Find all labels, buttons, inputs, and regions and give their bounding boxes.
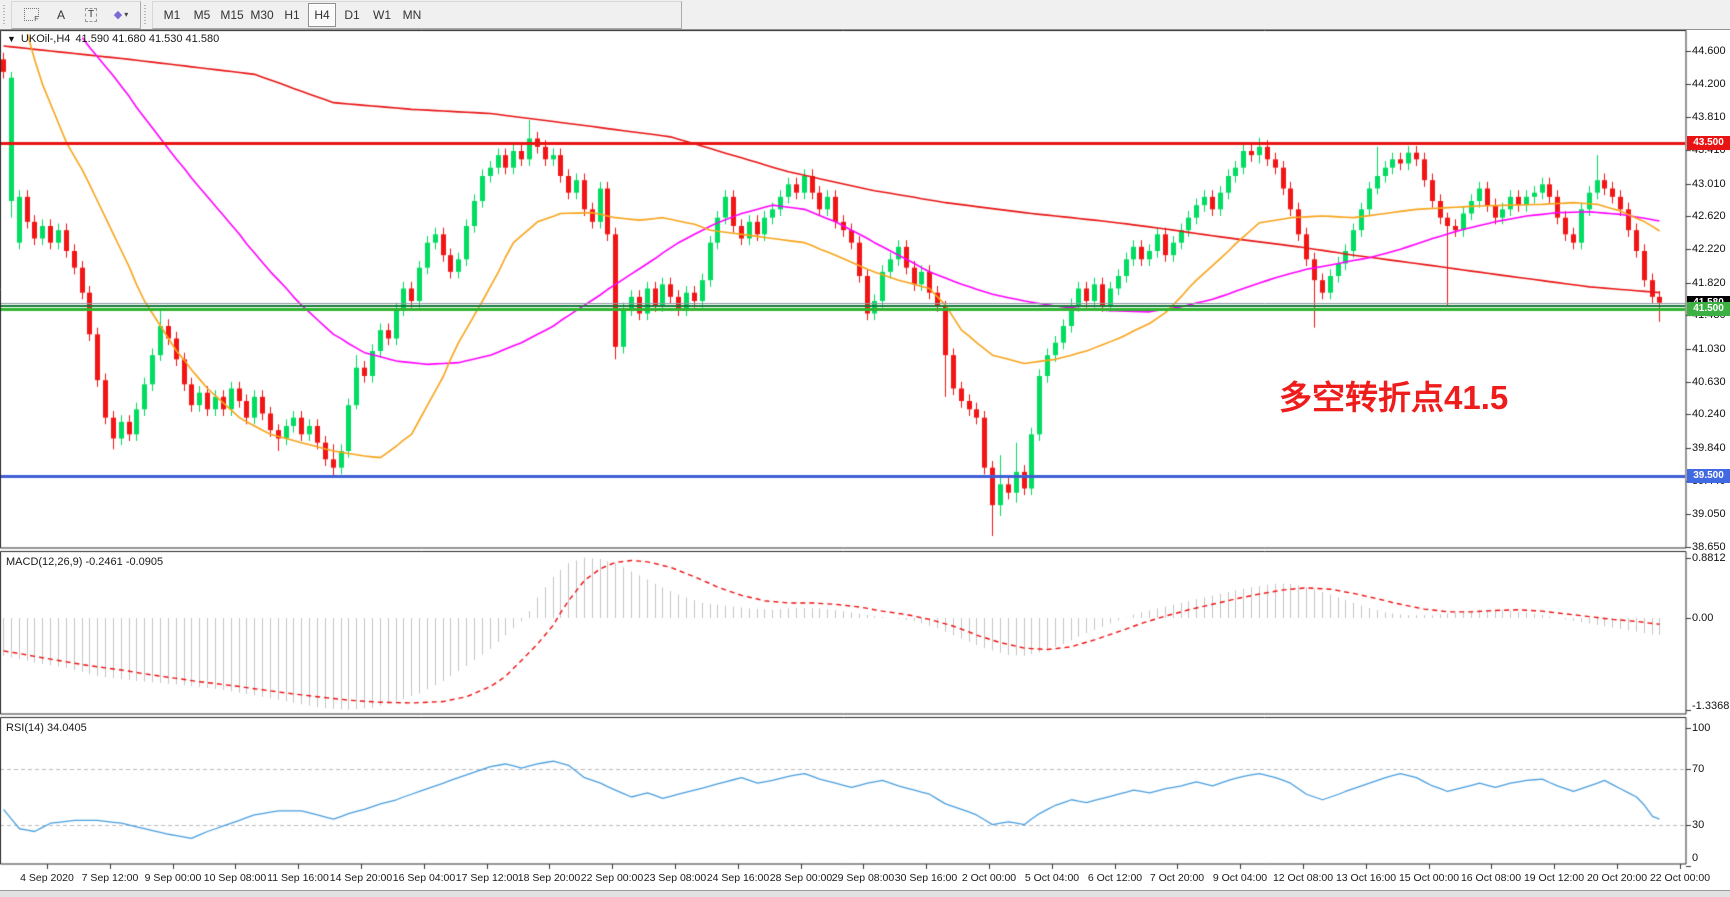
price-tick-label: 44.200 <box>1692 78 1726 91</box>
rsi-indicator-label: RSI(14) 34.0405 <box>6 722 87 734</box>
time-tick-label: 16 Sep 04:00 <box>392 872 456 884</box>
price-tick-label: 40.630 <box>1692 375 1726 388</box>
price-tick-label: 39.840 <box>1692 441 1726 454</box>
timeframe-button-M1[interactable]: M1 <box>163 7 181 22</box>
rsi-tick-label: 70 <box>1692 763 1705 776</box>
time-tick-label: 10 Sep 08:00 <box>203 872 267 884</box>
price-tick-label: 43.810 <box>1692 110 1726 123</box>
time-tick-label: 20 Oct 20:00 <box>1586 872 1648 884</box>
timeframe-button-M30[interactable]: M30 <box>250 7 274 22</box>
time-tick-label: 9 Sep 00:00 <box>144 872 202 884</box>
timeframes-group: M1 M5 M15 M30 H1 H4 D1 W1 MN <box>152 0 682 29</box>
timeframe-button-H4[interactable]: H4 <box>308 2 336 27</box>
price-tick-label: 39.050 <box>1692 507 1726 520</box>
time-tick-label: 17 Sep 12:00 <box>455 872 519 884</box>
symbol-ohlc-values: 41.590 41.680 41.530 41.580 <box>75 33 220 45</box>
toolbar-grip[interactable] <box>3 4 8 25</box>
price-tick-label: 43.010 <box>1692 177 1726 190</box>
timeframe-button-W1[interactable]: W1 <box>373 7 391 22</box>
symbol-ohlc-label: ▼ UKOil-,H4 41.590 41.680 41.530 41.580 <box>7 33 219 45</box>
price-tick-label: 40.240 <box>1692 408 1726 421</box>
time-tick-label: 14 Sep 20:00 <box>329 872 393 884</box>
macd-tick-label: 0.00 <box>1692 612 1714 624</box>
text-label-tool-button[interactable]: A <box>56 7 65 22</box>
time-tick-label: 6 Oct 12:00 <box>1087 872 1143 884</box>
time-tick-label: 11 Sep 16:00 <box>267 872 329 884</box>
time-tick-label: 12 Oct 08:00 <box>1272 872 1334 884</box>
price-tick-label: 42.620 <box>1692 210 1726 222</box>
time-tick-label: 9 Oct 04:00 <box>1212 872 1268 884</box>
time-tick-label: 28 Sep 00:00 <box>769 872 833 884</box>
time-tick-label: 22 Sep 00:00 <box>580 872 644 884</box>
timeframe-button-M5[interactable]: M5 <box>193 7 211 22</box>
price-tick-label: 44.600 <box>1692 45 1726 57</box>
timeframe-button-H1[interactable]: H1 <box>284 7 300 22</box>
shapes-icon: ◆ <box>113 9 123 21</box>
symbol-name: UKOil-,H4 <box>20 33 71 45</box>
macd-indicator-label: MACD(12,26,9) -0.2461 -0.0905 <box>6 556 164 568</box>
window-bottom-strip <box>0 890 1730 897</box>
price-tick-label: 42.220 <box>1692 243 1726 256</box>
time-tick-label: 15 Oct 00:00 <box>1398 872 1460 884</box>
time-tick-label: 22 Oct 00:00 <box>1649 872 1711 884</box>
chevron-down-icon[interactable]: ▼ <box>7 34 16 44</box>
time-tick-label: 7 Sep 12:00 <box>81 872 139 884</box>
rsi-tick-label: 0 <box>1692 852 1699 864</box>
price-badge-41.500: 41.500 <box>1687 302 1730 316</box>
time-tick-label: 7 Oct 20:00 <box>1149 872 1205 884</box>
price-tick-label: 41.030 <box>1692 342 1726 355</box>
time-tick-label: 5 Oct 04:00 <box>1024 872 1080 884</box>
text-box-icon: T <box>84 7 98 22</box>
macd-tick-label: 0.8812 <box>1692 551 1726 564</box>
price-tick-label: 41.820 <box>1692 276 1726 289</box>
time-tick-label: 16 Oct 08:00 <box>1460 872 1522 884</box>
macd-tick-label: -1.3368 <box>1692 700 1730 712</box>
time-tick-label: 29 Sep 08:00 <box>831 872 895 884</box>
chart-text-annotation[interactable]: 多空转折点41.5 <box>1279 379 1509 416</box>
toolbar: F A T ◆ ▾ M1 M5 M15 M30 H1 H4 D1 W1 MN <box>0 0 1730 30</box>
time-tick-label: 4 Sep 2020 <box>20 872 74 884</box>
time-tick-label: 2 Oct 00:00 <box>961 872 1017 884</box>
time-tick-label: 13 Oct 16:00 <box>1335 872 1397 884</box>
price-badge-43.500: 43.500 <box>1687 136 1730 150</box>
time-tick-label: 18 Sep 20:00 <box>517 872 581 884</box>
shapes-tool-button[interactable]: ◆ ▾ <box>107 3 135 27</box>
timeframe-button-D1[interactable]: D1 <box>344 7 360 22</box>
price-tick-label: 38.650 <box>1692 540 1726 553</box>
price-chart-canvas[interactable] <box>0 30 1730 897</box>
timeframe-button-M15[interactable]: M15 <box>220 7 244 22</box>
time-tick-label: 23 Sep 08:00 <box>643 872 707 884</box>
rsi-tick-label: 100 <box>1692 722 1711 734</box>
text-box-tool-button[interactable]: T <box>77 3 105 27</box>
time-tick-label: 24 Sep 16:00 <box>706 872 770 884</box>
chart-frame-tool-button[interactable]: F <box>17 3 45 27</box>
time-tick-label: 30 Sep 16:00 <box>894 872 958 884</box>
rsi-tick-label: 30 <box>1692 818 1705 831</box>
time-tick-label: 19 Oct 12:00 <box>1523 872 1585 884</box>
toolbar-grip-2[interactable] <box>144 4 149 25</box>
timeframe-button-MN[interactable]: MN <box>402 7 422 22</box>
frame-icon: F <box>23 8 39 23</box>
price-badge-39.500: 39.500 <box>1687 469 1730 483</box>
drawing-tools-group: F A T ◆ ▾ <box>11 0 141 29</box>
dropdown-arrow-icon: ▾ <box>124 10 129 19</box>
